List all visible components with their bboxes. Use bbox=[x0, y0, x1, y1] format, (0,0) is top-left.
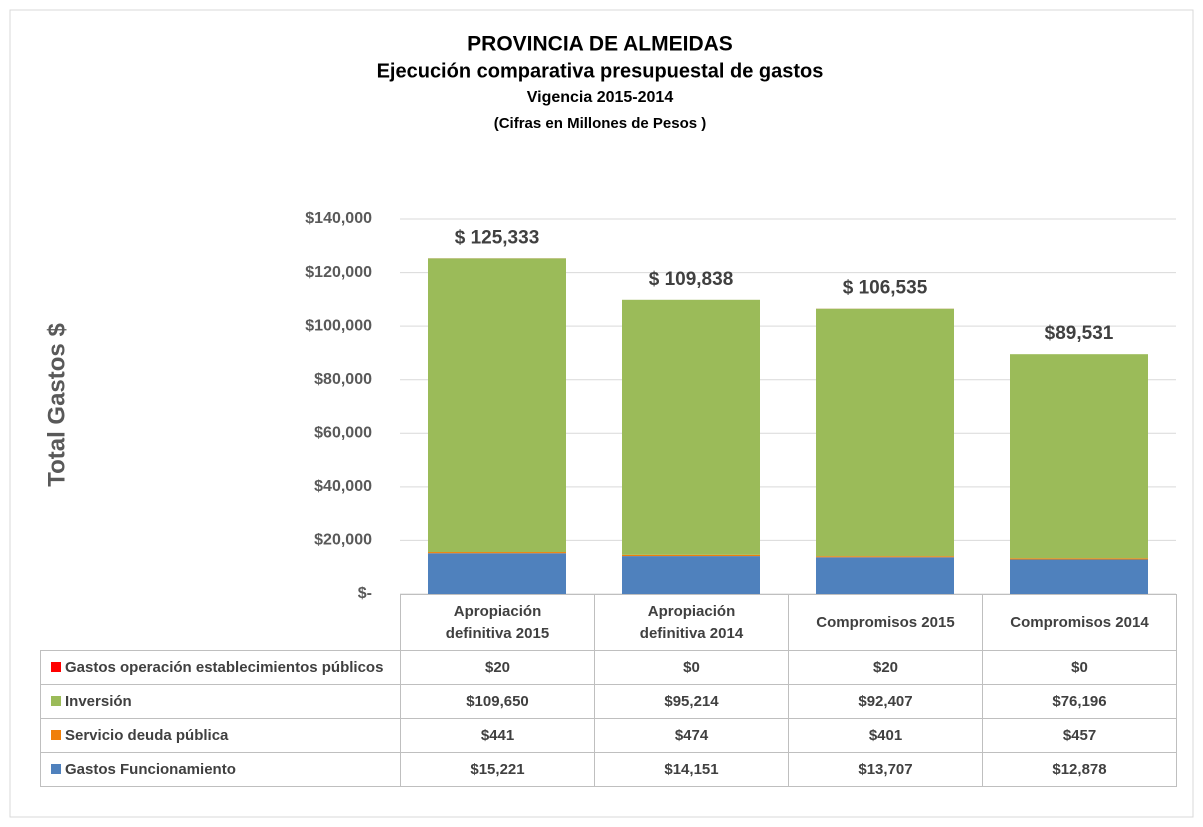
y-tick-label: $60,000 bbox=[314, 425, 372, 442]
chart-subtitle: (Cifras en Millones de Pesos ) bbox=[494, 115, 707, 132]
total-label: $ 106,535 bbox=[843, 278, 928, 299]
bar-segment bbox=[816, 556, 954, 558]
table-value: $441 bbox=[400, 718, 595, 753]
category-label: Apropiación definitiva 2014 bbox=[594, 594, 789, 651]
table-value: $13,707 bbox=[788, 752, 983, 787]
legend-label: Gastos Funcionamiento bbox=[65, 760, 236, 778]
bar-segment bbox=[816, 557, 954, 594]
table-value: $20 bbox=[788, 650, 983, 685]
legend-label: Inversión bbox=[65, 692, 132, 710]
legend-entry: Servicio deuda pública bbox=[40, 718, 401, 753]
bar-segment bbox=[622, 299, 760, 555]
y-tick-label: $40,000 bbox=[314, 478, 372, 495]
legend-entry: Gastos Funcionamiento bbox=[40, 752, 401, 787]
y-axis-title: Total Gastos $ bbox=[43, 323, 70, 487]
y-tick-label: $80,000 bbox=[314, 371, 372, 388]
table-value: $12,878 bbox=[982, 752, 1177, 787]
table-row: Gastos operación establecimientos públic… bbox=[40, 650, 1177, 685]
table-row: Gastos Funcionamiento $15,221 $14,151 $13,7… bbox=[40, 752, 1177, 787]
table-value: $76,196 bbox=[982, 684, 1177, 719]
chart-subtitle: Ejecución comparativa presupuestal de ga… bbox=[377, 60, 824, 82]
legend-swatch bbox=[51, 763, 61, 774]
legend-entry: Inversión bbox=[40, 684, 401, 719]
legend-swatch bbox=[51, 695, 61, 706]
total-label: $ 125,333 bbox=[455, 227, 540, 248]
bar-segment bbox=[428, 553, 566, 594]
table-value: $92,407 bbox=[788, 684, 983, 719]
table-value: $20 bbox=[400, 650, 595, 685]
chart-subtitle: Vigencia 2015-2014 bbox=[527, 89, 674, 106]
bar-segment bbox=[428, 258, 566, 553]
table-header-row: Apropiación definitiva 2015 Apropiación d… bbox=[40, 594, 1177, 651]
y-tick-label: $20,000 bbox=[314, 532, 372, 549]
category-label: Compromisos 2014 bbox=[982, 594, 1177, 651]
category-label: Compromisos 2015 bbox=[788, 594, 983, 651]
category-label: Apropiación definitiva 2015 bbox=[400, 594, 595, 651]
legend-label: Gastos operación establecimientos públic… bbox=[65, 658, 384, 676]
y-tick-label: $140,000 bbox=[305, 210, 372, 227]
total-label: $ 109,838 bbox=[649, 269, 734, 290]
chart-title: PROVINCIA DE ALMEIDAS bbox=[467, 33, 733, 56]
bar-segment bbox=[622, 554, 760, 557]
bar-segment bbox=[1010, 558, 1148, 560]
table-value: $14,151 bbox=[594, 752, 789, 787]
table-value: $0 bbox=[594, 650, 789, 685]
table-row: Servicio deuda pública $441 $474 $401 $457 bbox=[40, 718, 1177, 753]
bar-segment bbox=[428, 552, 566, 554]
y-tick-label: $100,000 bbox=[305, 317, 372, 334]
bar-segment bbox=[1010, 559, 1148, 594]
table-value: $474 bbox=[594, 718, 789, 753]
table-value: $15,221 bbox=[400, 752, 595, 787]
y-tick-label: $120,000 bbox=[305, 264, 372, 281]
legend-swatch bbox=[51, 729, 61, 740]
legend-label: Servicio deuda pública bbox=[65, 726, 229, 744]
table-row: Inversión $109,650 $95,214 $92,407 $76,196 bbox=[40, 684, 1177, 719]
data-table: Apropiación definitiva 2015 Apropiación d… bbox=[40, 594, 1177, 787]
bar-segment bbox=[816, 308, 954, 557]
bar-segment bbox=[622, 556, 760, 594]
table-value: $109,650 bbox=[400, 684, 595, 719]
total-label: $89,531 bbox=[1045, 323, 1114, 344]
table-value: $95,214 bbox=[594, 684, 789, 719]
legend-swatch bbox=[51, 661, 61, 672]
legend-entry: Gastos operación establecimientos públic… bbox=[40, 650, 401, 685]
table-value: $401 bbox=[788, 718, 983, 753]
table-value: $0 bbox=[982, 650, 1177, 685]
table-value: $457 bbox=[982, 718, 1177, 753]
table-corner bbox=[40, 594, 401, 651]
bar-segment bbox=[1010, 354, 1148, 559]
